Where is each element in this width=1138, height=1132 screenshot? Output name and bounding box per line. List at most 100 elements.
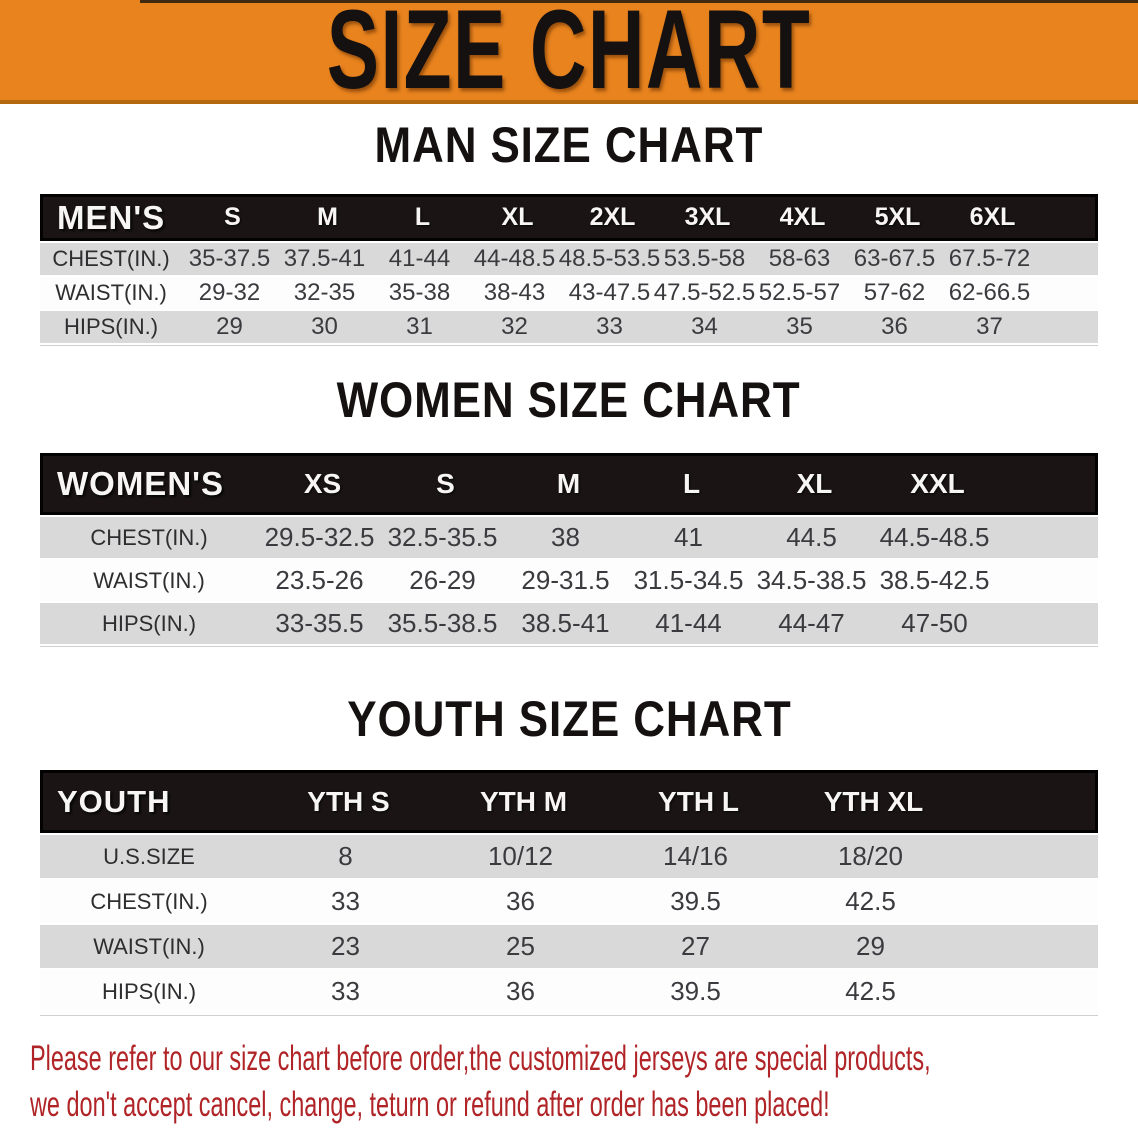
youth-row-label: WAIST(IN.) xyxy=(93,933,205,959)
women-table-row: HIPS(IN.) 33-35.5 35.5-38.5 38.5-41 41-44 44-… xyxy=(40,603,1098,646)
men-table-cell: 29-32 xyxy=(198,279,261,306)
men-table-header-row: MEN'S S M L XL 2XL 3XL 4XL 5XL 6XL xyxy=(40,194,1098,241)
women-size-column-header: XXL xyxy=(910,468,965,499)
women-row-label: WAIST(IN.) xyxy=(93,567,205,593)
women-table-row: CHEST(IN.) 29.5-32.5 32.5-35.5 38 41 44.5 44.5… xyxy=(40,517,1098,560)
youth-heading-text: YOUTH SIZE CHART xyxy=(346,691,792,747)
men-row-label: WAIST(IN.) xyxy=(55,280,167,305)
youth-table-cell: 33 xyxy=(331,976,360,1006)
women-table-label: WOMEN'S xyxy=(57,465,225,502)
men-table-cell: 63-67.5 xyxy=(853,245,936,272)
men-table-cell: 33 xyxy=(596,313,623,340)
men-size-column-header: 4XL xyxy=(779,203,826,231)
men-table-cell: 34 xyxy=(691,313,718,340)
note-line-1: Please refer to our size chart before or… xyxy=(30,1039,931,1078)
youth-section-heading: YOUTH SIZE CHART xyxy=(0,692,1138,746)
women-table-cell: 38 xyxy=(551,522,580,552)
women-table-row: WAIST(IN.) 23.5-26 26-29 29-31.5 31.5-34.5 34… xyxy=(40,560,1098,603)
banner-title: SIZE CHART xyxy=(326,0,812,112)
women-table-cell: 44.5-48.5 xyxy=(879,522,990,552)
women-table-cell: 34.5-38.5 xyxy=(756,565,867,595)
men-table-row: HIPS(IN.) 29 30 31 32 33 34 35 36 37 xyxy=(40,311,1098,345)
youth-table-row: U.S.SIZE 8 10/12 14/16 18/20 xyxy=(40,835,1098,880)
women-size-column-header: L xyxy=(682,468,701,499)
men-table-cell: 30 xyxy=(311,313,338,340)
youth-row-label: U.S.SIZE xyxy=(103,843,195,869)
women-table-cell: 33-35.5 xyxy=(275,608,364,638)
women-table-cell: 41-44 xyxy=(655,608,722,638)
youth-table-cell: 36 xyxy=(506,976,535,1006)
women-heading-text: WOMEN SIZE CHART xyxy=(337,372,801,428)
youth-table-cell: 8 xyxy=(338,841,353,871)
men-size-column-header: 3XL xyxy=(684,203,731,231)
men-table-cell: 57-62 xyxy=(863,279,926,306)
men-table-cell: 31 xyxy=(406,313,433,340)
men-size-column-header: L xyxy=(414,203,431,231)
women-table-cell: 38.5-42.5 xyxy=(879,565,990,595)
youth-table-label: YOUTH xyxy=(57,783,171,819)
men-table-cell: 35-37.5 xyxy=(188,245,271,272)
men-table-cell: 38-43 xyxy=(483,279,546,306)
women-size-table: WOMEN'S XS S M L XL XXL CHEST(IN.) 29.5-32.5 32.5… xyxy=(40,453,1098,647)
youth-table-cell: 39.5 xyxy=(670,976,721,1006)
men-table-cell: 37 xyxy=(976,313,1003,340)
women-table-cell: 23.5-26 xyxy=(275,565,364,595)
men-size-column-header: 5XL xyxy=(874,203,921,231)
men-size-column-header: XL xyxy=(501,203,534,231)
women-table-cell: 44.5 xyxy=(786,522,837,552)
men-table-cell: 44-48.5 xyxy=(473,245,556,272)
youth-table-cell: 18/20 xyxy=(837,841,904,871)
men-size-column-header: 2XL xyxy=(589,203,636,231)
youth-table-cell: 39.5 xyxy=(670,886,721,916)
youth-table-cell: 23 xyxy=(331,931,360,961)
men-table-cell: 52.5-57 xyxy=(758,279,841,306)
women-table-cell: 29.5-32.5 xyxy=(264,522,375,552)
youth-table-cell: 33 xyxy=(331,886,360,916)
youth-table-cell: 36 xyxy=(506,886,535,916)
men-table-row: WAIST(IN.) 29-32 32-35 35-38 38-43 43-47.5 47.… xyxy=(40,277,1098,311)
men-table-cell: 67.5-72 xyxy=(948,245,1031,272)
youth-row-label: HIPS(IN.) xyxy=(101,978,197,1004)
men-size-column-header: S xyxy=(224,203,241,231)
youth-table-cell: 10/12 xyxy=(487,841,554,871)
men-table-cell: 48.5-53.5 xyxy=(558,245,661,272)
men-table-cell: 43-47.5 xyxy=(568,279,651,306)
youth-size-table: YOUTH YTH S YTH M YTH L YTH XL U.S.SIZE 8 10/12… xyxy=(40,770,1098,1016)
men-table-cell: 58-63 xyxy=(768,245,831,272)
men-table-cell: 62-66.5 xyxy=(948,279,1031,306)
women-size-column-header: XL xyxy=(796,468,833,499)
youth-table-cell: 42.5 xyxy=(845,886,896,916)
men-table-cell: 32-35 xyxy=(293,279,356,306)
women-size-column-header: XS xyxy=(303,468,342,499)
order-note: Please refer to our size chart before or… xyxy=(30,1036,1132,1128)
men-table-cell: 53.5-58 xyxy=(663,245,746,272)
men-table-cell: 32 xyxy=(501,313,528,340)
men-size-column-header: M xyxy=(317,203,338,231)
youth-table-row: CHEST(IN.) 33 36 39.5 42.5 xyxy=(40,880,1098,925)
youth-row-label: CHEST(IN.) xyxy=(90,888,208,914)
women-table-cell: 35.5-38.5 xyxy=(387,608,498,638)
women-size-column-header: M xyxy=(556,468,581,499)
women-row-label: CHEST(IN.) xyxy=(90,524,208,550)
women-table-cell: 47-50 xyxy=(901,608,968,638)
men-table-label: MEN'S xyxy=(57,198,166,236)
men-row-label: CHEST(IN.) xyxy=(52,246,170,271)
note-line-2: we don't accept cancel, change, teturn o… xyxy=(30,1085,830,1124)
men-table-cell: 47.5-52.5 xyxy=(653,279,756,306)
men-table-cell: 37.5-41 xyxy=(283,245,366,272)
men-size-table: MEN'S S M L XL 2XL 3XL 4XL 5XL 6XL CHEST(IN.) 35-37… xyxy=(40,194,1098,346)
youth-table-row: HIPS(IN.) 33 36 39.5 42.5 xyxy=(40,970,1098,1015)
women-size-column-header: S xyxy=(436,468,455,499)
man-section-heading: MAN SIZE CHART xyxy=(0,118,1138,172)
men-table-cell: 36 xyxy=(881,313,908,340)
top-edge-line xyxy=(140,0,1138,3)
youth-table-row: WAIST(IN.) 23 25 27 29 xyxy=(40,925,1098,970)
youth-table-cell: 25 xyxy=(506,931,535,961)
men-table-cell: 35-38 xyxy=(388,279,451,306)
men-table-cell: 41-44 xyxy=(388,245,451,272)
man-heading-text: MAN SIZE CHART xyxy=(374,117,764,173)
women-table-cell: 31.5-34.5 xyxy=(633,565,744,595)
men-table-cell: 29 xyxy=(216,313,243,340)
men-table-row: CHEST(IN.) 35-37.5 37.5-41 41-44 44-48.5 48.5… xyxy=(40,243,1098,277)
women-table-cell: 32.5-35.5 xyxy=(387,522,498,552)
